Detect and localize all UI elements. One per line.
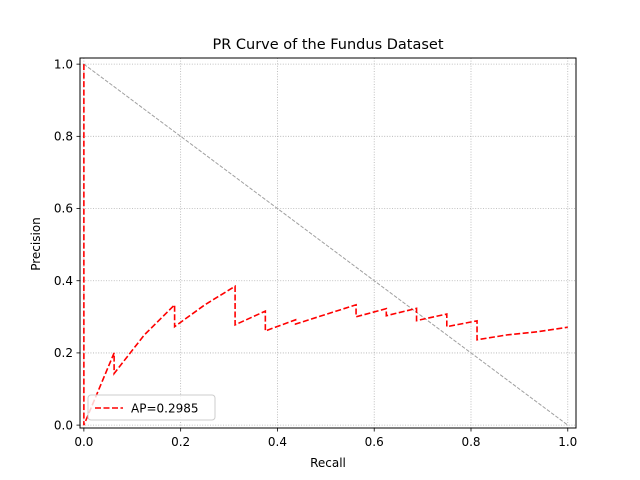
y-axis-label: Precision: [29, 217, 43, 271]
pr-curve-series-line: [83, 64, 568, 426]
chart-title: PR Curve of the Fundus Dataset: [212, 37, 443, 53]
legend-label: AP=0.2985: [131, 402, 199, 416]
x-tick-label: 0.8: [461, 435, 480, 449]
x-axis-label: Recall: [310, 456, 346, 470]
legend-box: [87, 394, 216, 421]
y-tick-label: 0.0: [54, 418, 73, 432]
axes-frame: [79, 57, 577, 429]
x-axis: 0.0 0.2 0.4 0.6 0.8 1.0: [74, 428, 577, 449]
y-tick-label: 0.8: [54, 130, 73, 144]
x-tick-label: 0.2: [171, 435, 190, 449]
grid: [80, 58, 576, 428]
reference-diagonal-line: [83, 63, 569, 426]
y-tick-label: 0.4: [54, 274, 73, 288]
y-tick-label: 1.0: [54, 57, 73, 71]
x-tick-label: 0.0: [74, 435, 93, 449]
legend: AP=0.2985: [87, 394, 216, 421]
x-tick-label: 0.4: [268, 435, 287, 449]
y-tick-label: 0.2: [54, 346, 73, 360]
x-tick-label: 1.0: [558, 435, 577, 449]
y-axis: 0.0 0.2 0.4 0.6 0.8 1.0: [54, 57, 80, 432]
y-tick-label: 0.6: [54, 202, 73, 216]
plot-area: [83, 63, 569, 426]
x-tick-label: 0.6: [365, 435, 384, 449]
